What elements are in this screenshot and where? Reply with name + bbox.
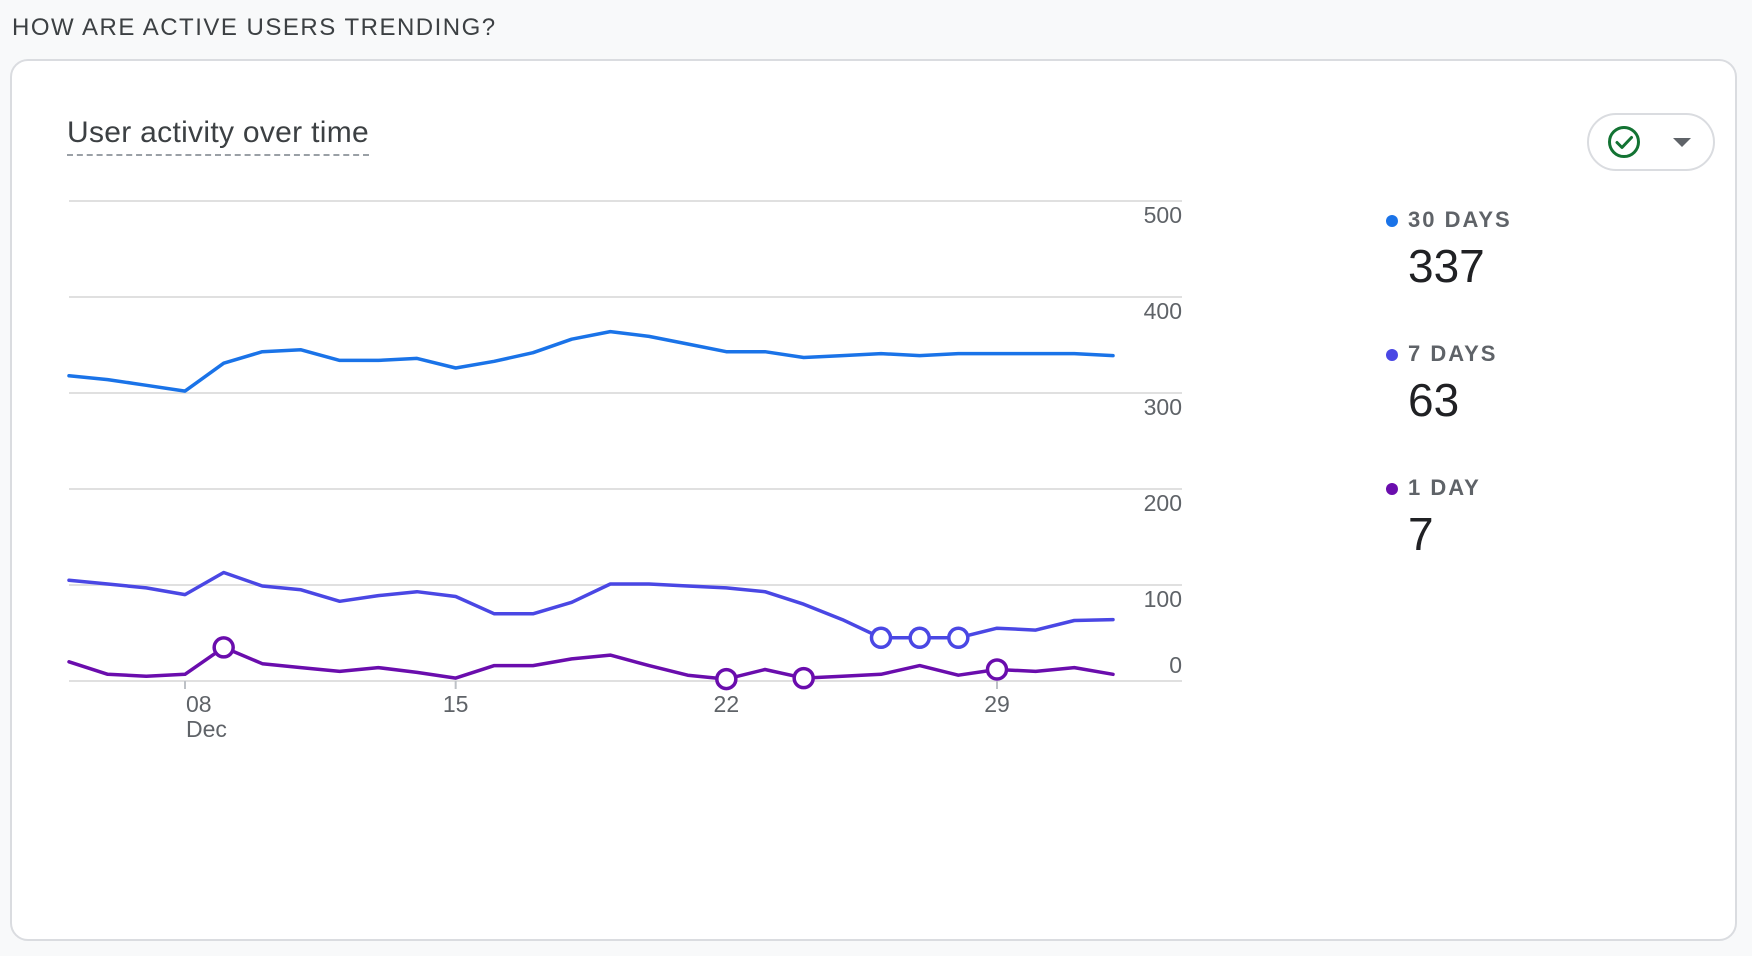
data-point-marker[interactable] — [212, 636, 235, 659]
data-point-marker[interactable] — [908, 626, 931, 650]
x-tick-label: 29 — [984, 691, 1010, 717]
card-title[interactable]: User activity over time — [67, 116, 369, 156]
legend-label: 30 DAYS — [1408, 207, 1512, 232]
y-tick-label: 500 — [1144, 202, 1182, 228]
user-activity-card: User activity over time 0 100 200 300 400 500… — [10, 59, 1737, 941]
x-tick-label: 08 — [186, 691, 212, 717]
x-tick-sublabel: Dec — [186, 716, 227, 742]
series-line-1-day — [67, 645, 1115, 681]
legend-item: 1 DAY 7 — [1386, 475, 1481, 561]
legend-item: 7 DAYS 63 — [1386, 341, 1497, 427]
data-point-marker[interactable] — [792, 666, 815, 690]
data-point-marker[interactable] — [947, 626, 970, 650]
legend-dot — [1386, 214, 1398, 227]
legend-dot — [1386, 348, 1398, 361]
legend-item: 30 DAYS 337 — [1386, 207, 1512, 293]
legend-dot — [1386, 482, 1398, 495]
series-line-7-days — [67, 570, 1115, 640]
caret-down-icon — [1673, 138, 1691, 147]
check-circle-icon — [1608, 126, 1640, 158]
legend-label: 7 DAYS — [1408, 341, 1498, 366]
y-tick-label: 0 — [1169, 652, 1182, 678]
series-line-30-days — [67, 329, 1115, 393]
y-tick-label: 100 — [1144, 586, 1182, 612]
y-tick-label: 300 — [1144, 394, 1182, 420]
legend-value: 63 — [1408, 374, 1460, 426]
data-point-marker[interactable] — [869, 626, 893, 650]
y-tick-label: 400 — [1144, 298, 1182, 324]
y-tick-label: 200 — [1144, 490, 1182, 516]
legend-value: 7 — [1408, 508, 1434, 560]
section-heading: HOW ARE ACTIVE USERS TRENDING? — [12, 14, 497, 41]
data-point-marker[interactable] — [985, 658, 1009, 681]
x-tick-label: 22 — [714, 691, 740, 717]
data-point-marker[interactable] — [715, 667, 738, 691]
legend-value: 337 — [1408, 240, 1485, 292]
comparison-toggle[interactable] — [1587, 113, 1715, 171]
legend-label: 1 DAY — [1408, 475, 1481, 500]
x-tick-label: 15 — [443, 691, 469, 717]
